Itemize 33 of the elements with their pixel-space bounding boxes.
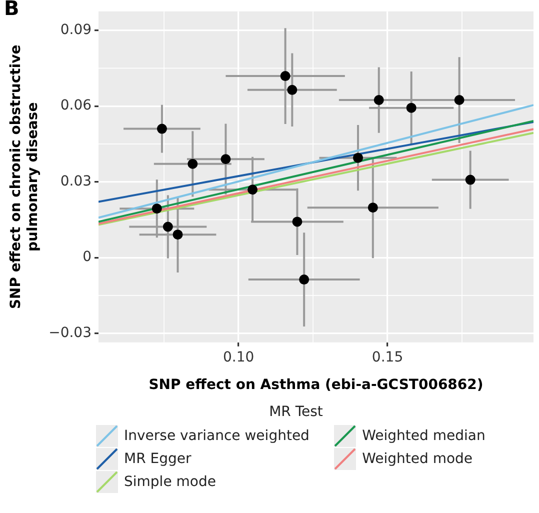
x-axis-title: SNP effect on Asthma (ebi-a-GCST006862) — [148, 377, 484, 394]
y-tick-label: 0.06 — [60, 98, 92, 114]
y-tick-label: 0.09 — [60, 22, 92, 38]
legend-label: Inverse variance weighted — [124, 428, 310, 444]
legend-label: Weighted mode — [362, 450, 473, 466]
point — [299, 274, 310, 285]
point — [172, 230, 183, 240]
y-tick-label: 0.03 — [60, 173, 92, 190]
legend-label: MR Egger — [124, 450, 192, 466]
point — [152, 204, 162, 214]
legend-label: Simple mode — [124, 474, 216, 490]
point — [353, 152, 364, 163]
legend-label: Weighted median — [362, 428, 486, 444]
x-tick-label: 0.10 — [222, 349, 254, 366]
text: B — [4, 0, 20, 20]
point — [287, 84, 298, 95]
point — [292, 216, 302, 227]
y-tick-label: 0 — [82, 249, 92, 266]
point — [248, 184, 258, 195]
point — [465, 174, 476, 185]
point — [368, 202, 378, 213]
point — [220, 154, 231, 164]
y-axis-title: SNP effect on chronic obstructive pulmonary disease — [8, 44, 41, 310]
legend-title: MR Test — [268, 404, 324, 420]
x-tick-label: 0.15 — [372, 349, 404, 366]
point — [454, 95, 464, 106]
point — [406, 102, 416, 113]
point — [188, 158, 198, 169]
point — [162, 222, 173, 232]
point — [156, 124, 167, 134]
point — [374, 95, 384, 106]
y-tick-label: −0.03 — [48, 324, 92, 341]
point — [280, 71, 290, 82]
